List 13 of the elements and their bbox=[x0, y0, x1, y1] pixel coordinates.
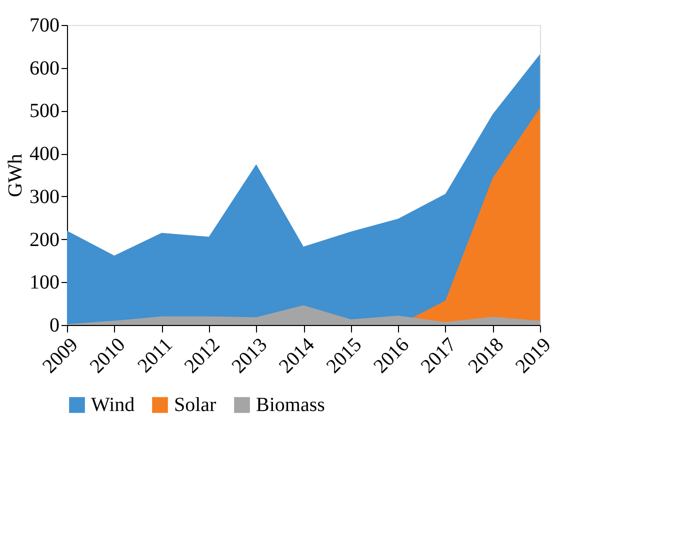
legend-label: Solar bbox=[174, 394, 217, 416]
y-tick-label: 500 bbox=[30, 100, 60, 122]
y-tick-label: 0 bbox=[50, 314, 60, 336]
legend-label: Biomass bbox=[256, 394, 326, 416]
y-tick-label: 600 bbox=[30, 57, 60, 80]
legend-label: Wind bbox=[91, 394, 135, 416]
y-tick-label: 400 bbox=[30, 143, 60, 166]
x-tick-label: 2011 bbox=[134, 334, 177, 378]
y-tick-label: 700 bbox=[30, 14, 60, 36]
y-axis-title: GWh bbox=[4, 154, 26, 198]
y-tick-label: 300 bbox=[30, 186, 60, 208]
y-tick-label: 100 bbox=[30, 272, 60, 294]
y-tick-label: 200 bbox=[30, 228, 60, 251]
